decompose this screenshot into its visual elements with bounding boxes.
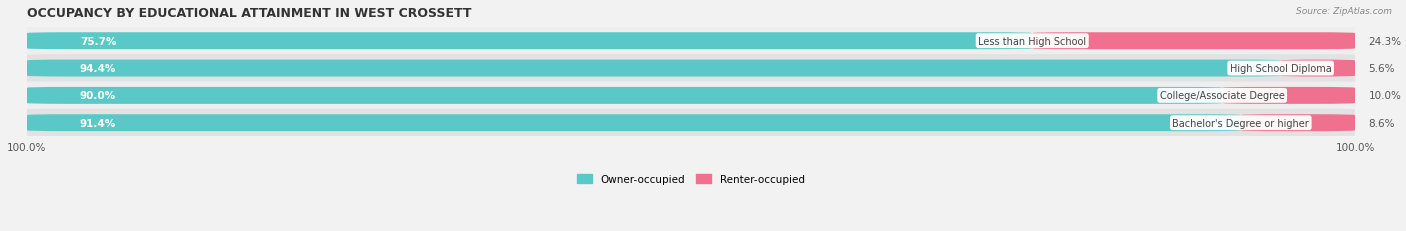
Text: 90.0%: 90.0%: [80, 91, 115, 101]
Text: 94.4%: 94.4%: [80, 64, 117, 74]
FancyBboxPatch shape: [1281, 60, 1355, 77]
FancyBboxPatch shape: [27, 115, 1240, 132]
FancyBboxPatch shape: [13, 28, 1368, 55]
Text: High School Diploma: High School Diploma: [1230, 64, 1331, 74]
FancyBboxPatch shape: [1240, 115, 1355, 132]
Text: 75.7%: 75.7%: [80, 36, 117, 46]
Text: 5.6%: 5.6%: [1368, 64, 1395, 74]
FancyBboxPatch shape: [1222, 88, 1355, 104]
Text: 91.4%: 91.4%: [80, 118, 117, 128]
Text: OCCUPANCY BY EDUCATIONAL ATTAINMENT IN WEST CROSSETT: OCCUPANCY BY EDUCATIONAL ATTAINMENT IN W…: [27, 7, 471, 20]
Text: College/Associate Degree: College/Associate Degree: [1160, 91, 1285, 101]
Legend: Owner-occupied, Renter-occupied: Owner-occupied, Renter-occupied: [572, 170, 808, 188]
FancyBboxPatch shape: [13, 109, 1368, 137]
Text: 8.6%: 8.6%: [1368, 118, 1395, 128]
Text: Source: ZipAtlas.com: Source: ZipAtlas.com: [1296, 7, 1392, 16]
Text: 10.0%: 10.0%: [1368, 91, 1402, 101]
FancyBboxPatch shape: [27, 88, 1222, 104]
Text: Bachelor's Degree or higher: Bachelor's Degree or higher: [1173, 118, 1309, 128]
FancyBboxPatch shape: [1032, 33, 1355, 50]
Text: Less than High School: Less than High School: [979, 36, 1087, 46]
FancyBboxPatch shape: [13, 55, 1368, 83]
FancyBboxPatch shape: [27, 33, 1032, 50]
FancyBboxPatch shape: [27, 60, 1281, 77]
FancyBboxPatch shape: [13, 82, 1368, 110]
Text: 24.3%: 24.3%: [1368, 36, 1402, 46]
